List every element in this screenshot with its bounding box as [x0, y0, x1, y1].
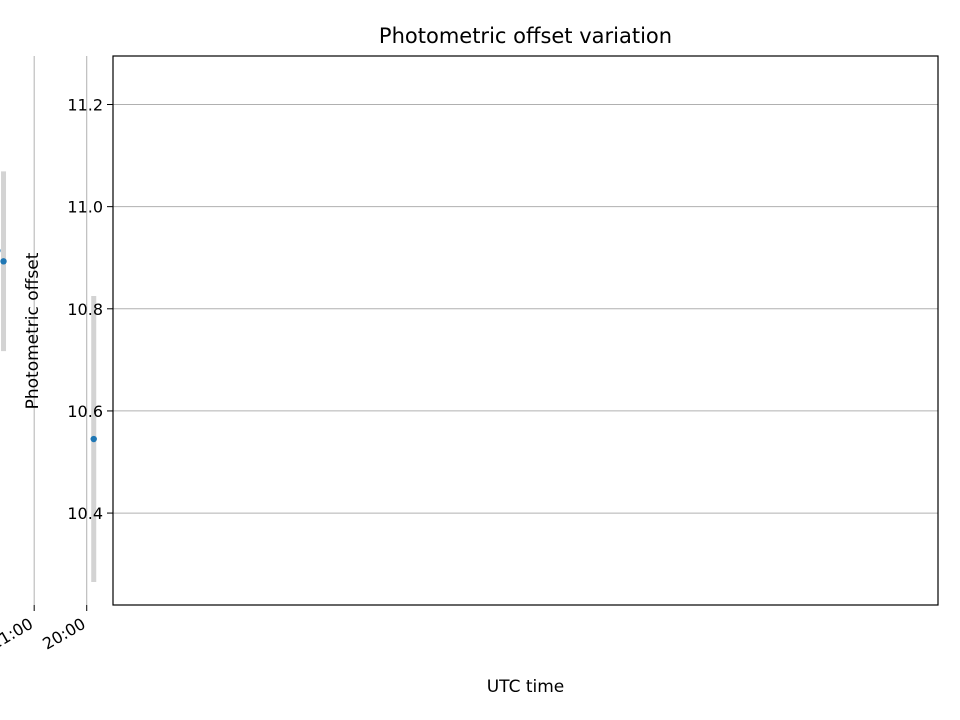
- plot-frame: [112, 55, 939, 606]
- y-tick-label: 11.0: [67, 198, 103, 217]
- y-tick-label: 10.4: [67, 504, 103, 523]
- y-axis-label: Photometric offset: [23, 252, 43, 409]
- y-tick-label: 11.2: [67, 96, 103, 115]
- grid: [33, 56, 938, 605]
- chart-title: Photometric offset variation: [379, 24, 672, 48]
- data-point: [90, 435, 97, 443]
- data-points: [0, 248, 97, 443]
- x-axis-label: UTC time: [487, 677, 565, 697]
- y-axis: 10.4 10.6 10.8 11.0 11.2: [67, 96, 113, 523]
- y-tick-label: 10.6: [67, 402, 103, 421]
- y-tick-label: 10.8: [67, 300, 103, 319]
- data-point: [0, 258, 7, 265]
- data-point: [0, 248, 1, 253]
